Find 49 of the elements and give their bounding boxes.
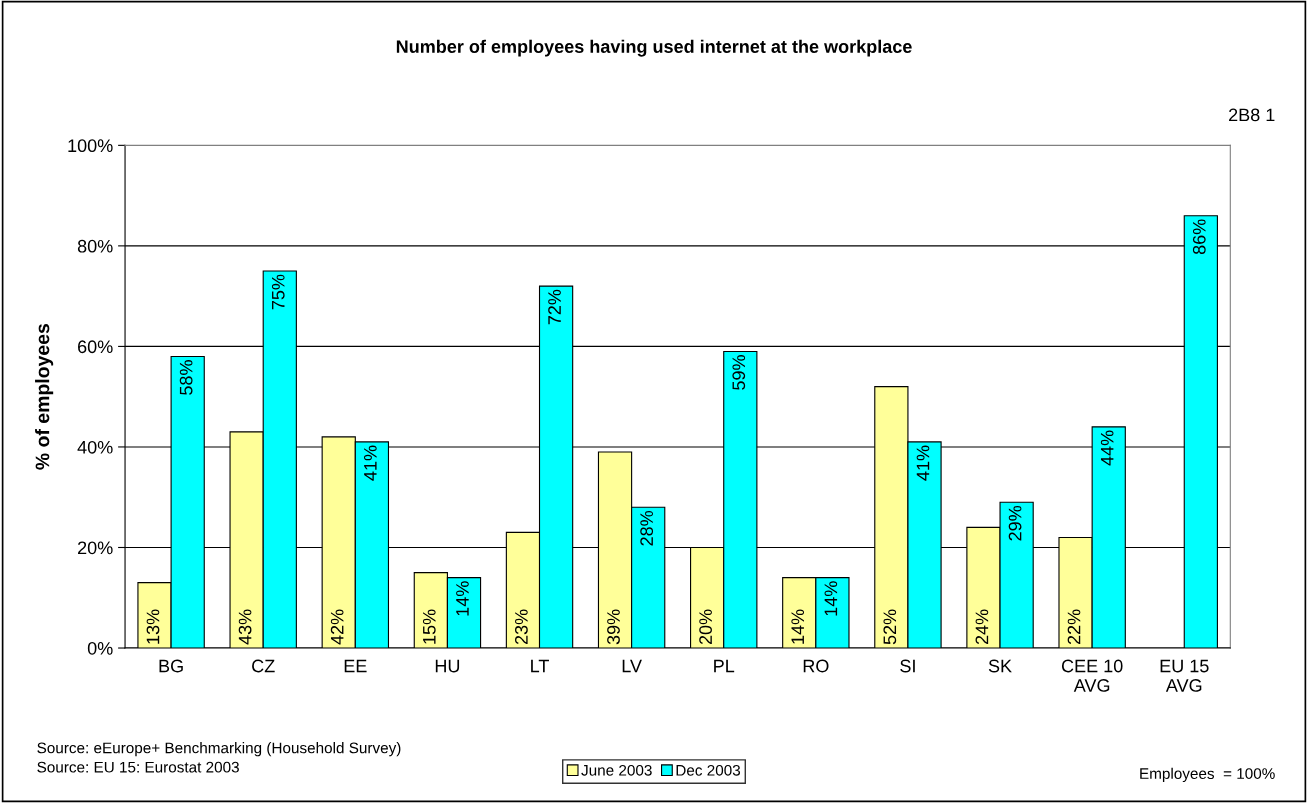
data-label: 29% — [1008, 505, 1022, 541]
data-label: 75% — [271, 274, 285, 310]
data-label: 39% — [607, 609, 620, 645]
data-label: 52% — [883, 609, 897, 645]
data-label: 42% — [330, 609, 344, 645]
text: 2B8 1 — [1229, 108, 1275, 122]
legend-label: Dec 2003 — [676, 764, 741, 776]
data-label: 41% — [364, 445, 377, 481]
x-tick-label: CEE 10 AVG — [1061, 659, 1123, 692]
text: Employees = 100% — [1140, 767, 1275, 783]
x-tick-label: BG — [159, 659, 183, 673]
x-tick-label: CZ — [252, 659, 275, 673]
data-label: 58% — [179, 360, 193, 395]
data-label: 14% — [791, 609, 805, 644]
data-label: 14% — [824, 581, 838, 616]
data-label: 86% — [1192, 219, 1206, 255]
data-label: 43% — [238, 609, 252, 645]
data-label: 59% — [732, 355, 746, 390]
source-note: Source: eEurope+ Benchmarking (Household Survey) — [37, 742, 401, 757]
data-label: 23% — [515, 609, 528, 645]
x-tick-label: HU — [435, 659, 460, 673]
x-tick-label: LT — [531, 659, 549, 673]
x-tick-label: EE — [344, 659, 367, 673]
y-tick-label: 60% — [78, 340, 113, 354]
x-tick-label: RO — [803, 659, 829, 673]
y-tick-label: 0% — [87, 641, 113, 655]
data-label: 20% — [699, 609, 712, 645]
data-label: 28% — [640, 510, 654, 546]
data-label: 41% — [916, 445, 930, 481]
data-label: 14% — [456, 581, 469, 616]
y-axis-title: % of employees — [35, 323, 54, 470]
x-tick-label: LV — [622, 659, 642, 673]
y-tick-label: 40% — [77, 440, 113, 454]
data-label: 72% — [548, 289, 561, 325]
data-label: 24% — [975, 609, 989, 645]
source-note: Source: EU 15: Eurostat 2003 — [37, 761, 239, 773]
x-tick-label: SK — [988, 659, 1012, 673]
y-tick-label: 80% — [77, 239, 113, 253]
x-tick-label: PL — [714, 659, 735, 673]
legend-label: June 2003 — [581, 764, 652, 776]
data-label: 13% — [146, 609, 160, 644]
x-tick-label: EU 15 AVG — [1160, 659, 1209, 692]
y-tick-label: 100% — [68, 139, 113, 153]
data-label: 44% — [1100, 430, 1114, 466]
chart-title: Number of employees having used internet at the workplace — [396, 39, 912, 57]
data-label: 15% — [422, 609, 436, 644]
x-tick-label: SI — [900, 659, 915, 673]
data-label: 22% — [1067, 609, 1081, 645]
y-tick-label: 20% — [78, 541, 113, 555]
